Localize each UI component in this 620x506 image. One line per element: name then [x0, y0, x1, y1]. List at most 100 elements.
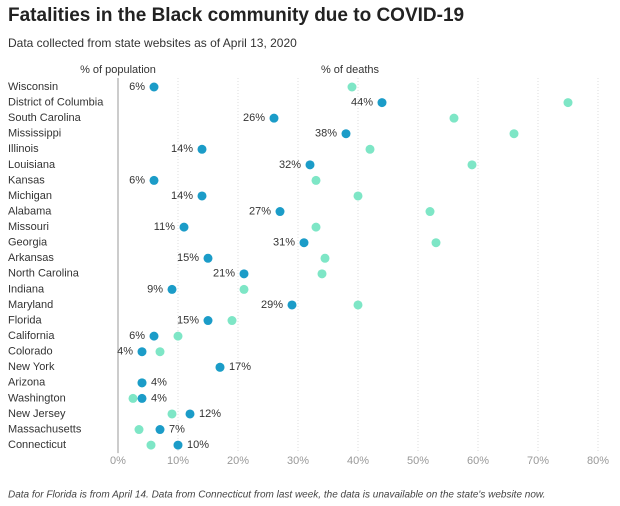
category-label: Indiana	[8, 283, 45, 295]
value-label: 4%	[151, 392, 167, 404]
x-tick-label: 40%	[347, 455, 369, 467]
population-dot	[185, 409, 195, 419]
population-dot	[155, 425, 165, 435]
category-label: District of Columbia	[8, 96, 104, 108]
x-tick-label: 50%	[407, 455, 429, 467]
value-label: 14%	[171, 190, 193, 202]
x-tick-label: 20%	[227, 455, 249, 467]
value-label: 4%	[151, 377, 167, 389]
population-dot	[197, 191, 207, 201]
value-label: 21%	[213, 268, 235, 280]
value-label: 11%	[154, 221, 175, 233]
deaths-dot	[128, 393, 138, 403]
value-label: 15%	[177, 314, 199, 326]
value-label: 38%	[315, 128, 337, 140]
category-label: New Jersey	[8, 408, 66, 420]
deaths-dot	[155, 347, 165, 357]
value-label: 9%	[147, 283, 163, 295]
x-tick-label: 70%	[527, 455, 549, 467]
category-label: California	[8, 330, 55, 342]
chart-title: Fatalities in the Black community due to…	[8, 5, 464, 26]
x-tick-label: 10%	[167, 455, 189, 467]
deaths-dot	[317, 269, 327, 279]
deaths-dot	[431, 238, 441, 248]
category-label: New York	[8, 361, 55, 373]
value-label: 31%	[273, 237, 295, 249]
category-label: Illinois	[8, 143, 39, 155]
deaths-dot	[239, 284, 249, 294]
category-label: Mississippi	[8, 128, 61, 140]
x-tick-label: 0%	[110, 455, 126, 467]
category-label: Massachusetts	[8, 423, 82, 435]
population-dot	[137, 347, 147, 357]
deaths-dot	[311, 175, 321, 185]
value-label: 12%	[199, 408, 221, 420]
deaths-dot	[173, 331, 183, 341]
value-label: 4%	[117, 346, 133, 358]
value-label: 15%	[177, 252, 199, 264]
category-label: Louisiana	[8, 159, 56, 171]
category-label: Washington	[8, 392, 66, 404]
x-tick-label: 30%	[287, 455, 309, 467]
category-label: South Carolina	[8, 112, 82, 124]
population-dot	[149, 331, 159, 341]
population-dot	[203, 253, 213, 263]
chart-subtitle: Data collected from state websites as of…	[8, 36, 297, 50]
category-label: Colorado	[8, 346, 53, 358]
deaths-dot	[353, 191, 363, 201]
population-dot	[239, 269, 249, 279]
deaths-dot	[467, 160, 477, 170]
x-tick-label: 60%	[467, 455, 489, 467]
value-label: 29%	[261, 299, 283, 311]
footnote: Data for Florida is from April 14. Data …	[8, 490, 545, 501]
category-label: Kansas	[8, 174, 45, 186]
value-label: 6%	[129, 81, 145, 93]
deaths-dot	[347, 82, 357, 92]
value-label: 17%	[229, 361, 251, 373]
population-dot	[167, 284, 177, 294]
population-dot	[305, 160, 315, 170]
population-dot	[287, 300, 297, 310]
population-dot	[137, 393, 147, 403]
deaths-dot	[167, 409, 177, 419]
deaths-dot	[449, 113, 459, 123]
population-dot	[275, 207, 285, 217]
legend-label: % of population	[80, 64, 156, 76]
deaths-dot	[146, 440, 156, 450]
population-dot	[215, 362, 225, 372]
population-dot	[341, 129, 351, 139]
value-label: 27%	[249, 205, 271, 217]
category-label: Alabama	[8, 205, 52, 217]
x-tick-label: 80%	[587, 455, 609, 467]
category-label: Connecticut	[8, 439, 66, 451]
deaths-dot	[311, 222, 321, 232]
category-label: Michigan	[8, 190, 52, 202]
population-dot	[269, 113, 279, 123]
category-label: Maryland	[8, 299, 53, 311]
population-dot	[299, 238, 309, 248]
category-label: Georgia	[8, 237, 48, 249]
population-dot	[197, 144, 207, 154]
deaths-dot	[227, 316, 237, 326]
deaths-dot	[509, 129, 519, 139]
deaths-dot	[365, 144, 375, 154]
value-label: 14%	[171, 143, 193, 155]
value-label: 7%	[169, 423, 185, 435]
category-label: Missouri	[8, 221, 49, 233]
population-dot	[203, 316, 213, 326]
legend-label: % of deaths	[321, 64, 380, 76]
value-label: 44%	[351, 96, 373, 108]
value-label: 6%	[129, 174, 145, 186]
value-label: 32%	[279, 159, 301, 171]
category-label: Wisconsin	[8, 81, 58, 93]
value-label: 10%	[187, 439, 209, 451]
population-dot	[149, 175, 159, 185]
population-dot	[377, 98, 387, 108]
deaths-dot	[425, 207, 435, 217]
population-dot	[137, 378, 147, 388]
population-dot	[179, 222, 189, 232]
category-label: North Carolina	[8, 268, 80, 280]
category-label: Arizona	[8, 377, 46, 389]
category-label: Arkansas	[8, 252, 54, 264]
